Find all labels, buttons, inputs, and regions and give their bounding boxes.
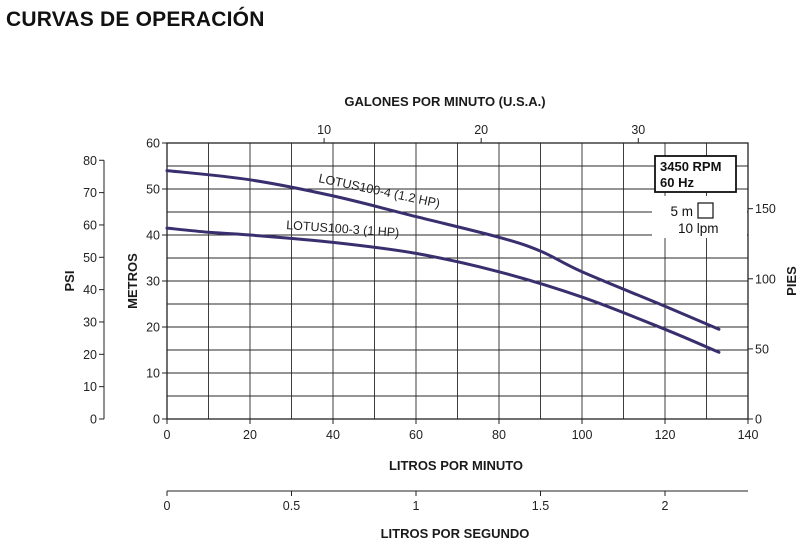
x-tick-label: 60 bbox=[409, 428, 423, 442]
psi-axis-label: PSI bbox=[62, 271, 77, 292]
grid-scale-flow: 10 lpm bbox=[678, 221, 719, 236]
psi-tick-label: 0 bbox=[90, 413, 97, 427]
grid-scale-square bbox=[697, 202, 714, 219]
psi-tick-label: 80 bbox=[83, 154, 97, 168]
pies-tick-label: 0 bbox=[755, 413, 762, 427]
x-top-tick-label: 20 bbox=[474, 123, 488, 137]
x-tick-label: 140 bbox=[738, 428, 759, 442]
y-tick-label: 30 bbox=[146, 275, 160, 289]
psi-tick-label: 70 bbox=[83, 186, 97, 200]
pies-tick-label: 50 bbox=[755, 342, 769, 356]
x-top-tick-label: 30 bbox=[631, 123, 645, 137]
y-axis-label: METROS bbox=[125, 253, 140, 309]
psi-tick-label: 10 bbox=[83, 380, 97, 394]
page-title: CURVAS DE OPERACIÓN bbox=[6, 8, 265, 31]
x-tick-label: 100 bbox=[572, 428, 593, 442]
x-tick-label: 80 bbox=[492, 428, 506, 442]
x-tick-label: 40 bbox=[326, 428, 340, 442]
x-tick-label: 0 bbox=[164, 428, 171, 442]
speed-hz: 60 Hz bbox=[660, 175, 694, 190]
pies-axis-label: PIES bbox=[784, 266, 799, 296]
series-lotus100-3-label: LOTUS100-3 (1 HP) bbox=[286, 218, 400, 240]
x-tick-label: 20 bbox=[243, 428, 257, 442]
speed-rpm: 3450 RPM bbox=[660, 159, 721, 174]
pies-tick-label: 150 bbox=[755, 202, 776, 216]
psi-tick-label: 40 bbox=[83, 283, 97, 297]
lps-tick-label: 1.5 bbox=[532, 499, 549, 513]
psi-tick-label: 50 bbox=[83, 251, 97, 265]
psi-tick-label: 30 bbox=[83, 315, 97, 329]
lps-tick-label: 0.5 bbox=[283, 499, 300, 513]
y-tick-label: 40 bbox=[146, 229, 160, 243]
y-tick-label: 20 bbox=[146, 321, 160, 335]
lps-tick-label: 0 bbox=[164, 499, 171, 513]
series-lotus100-4-label: LOTUS100-4 (1.2 HP) bbox=[317, 171, 441, 210]
lps-tick-label: 2 bbox=[662, 499, 669, 513]
chart-labels: GALONES POR MINUTO (U.S.A.) LITROS POR MI… bbox=[62, 94, 799, 541]
x-bottom-axis-label: LITROS POR SEGUNDO bbox=[381, 526, 530, 541]
speed-box bbox=[654, 155, 737, 193]
psi-tick-label: 60 bbox=[83, 218, 97, 232]
pies-tick-label: 100 bbox=[755, 272, 776, 286]
lps-tick-label: 1 bbox=[413, 499, 420, 513]
y-tick-label: 50 bbox=[146, 183, 160, 197]
grid-scale-metres: 5 m bbox=[670, 204, 693, 219]
series-lotus100-4-line bbox=[165, 169, 721, 331]
x-top-axis-label: GALONES POR MINUTO (U.S.A.) bbox=[344, 94, 545, 109]
y-tick-label: 0 bbox=[153, 413, 160, 427]
x-top-tick-label: 10 bbox=[317, 123, 331, 137]
psi-tick-label: 20 bbox=[83, 348, 97, 362]
y-tick-label: 60 bbox=[146, 137, 160, 151]
series-lotus100-3-line bbox=[165, 226, 721, 354]
y-tick-label: 10 bbox=[146, 367, 160, 381]
x-tick-label: 120 bbox=[655, 428, 676, 442]
x-axis-label: LITROS POR MINUTO bbox=[389, 458, 523, 473]
